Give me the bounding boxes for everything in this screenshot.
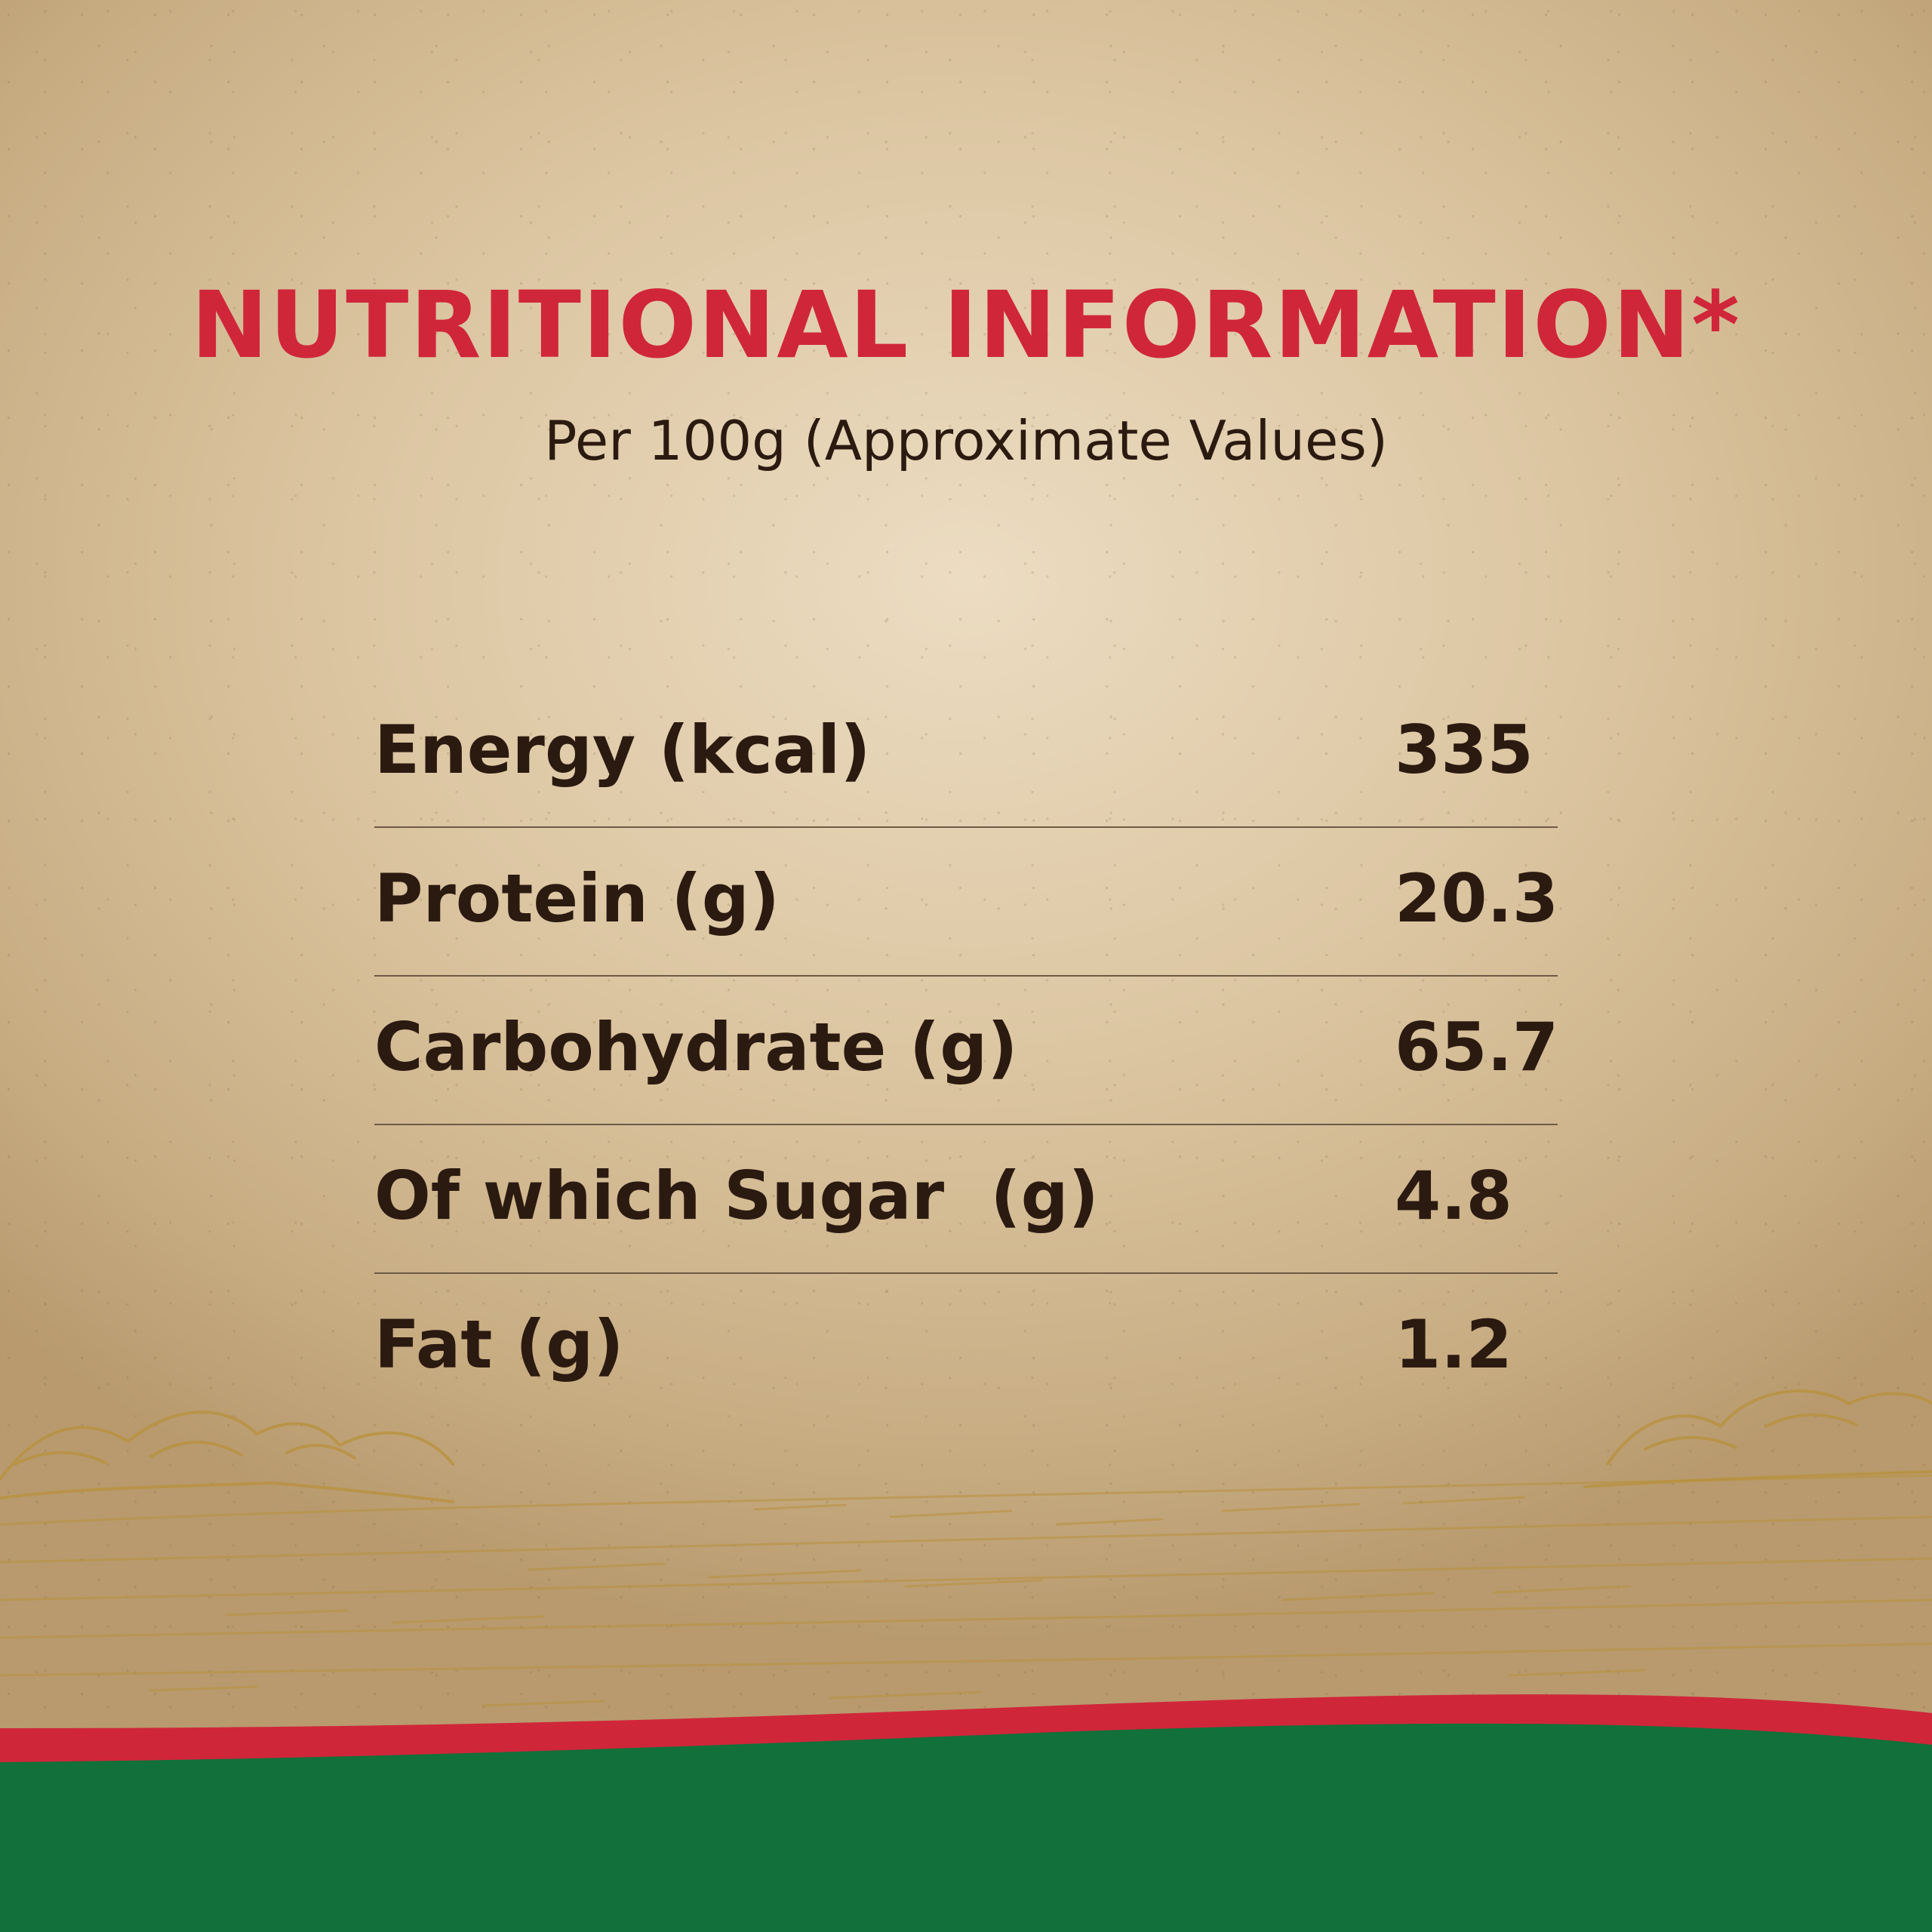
table-row: Fat (g) 1.2	[374, 1274, 1558, 1421]
field-row	[0, 1474, 1932, 1526]
field-row	[0, 1598, 1932, 1639]
wheat-field-illustration	[0, 1389, 1932, 1707]
row-label: Energy (kcal)	[374, 711, 871, 789]
row-value: 4.8	[1395, 1157, 1512, 1235]
page-subtitle: Per 100g (Approximate Values)	[544, 409, 1388, 472]
nutrition-table: Energy (kcal) 335 Protein (g) 20.3 Carbo…	[374, 679, 1558, 1421]
row-value: 20.3	[1395, 860, 1559, 937]
table-row: Energy (kcal) 335	[374, 679, 1558, 828]
row-value: 65.7	[1395, 1008, 1559, 1086]
row-value: 1.2	[1395, 1306, 1512, 1383]
row-value: 335	[1395, 711, 1534, 789]
bottom-color-band	[0, 1694, 1932, 1932]
page-title: NUTRITIONAL INFORMATION*	[191, 272, 1741, 379]
table-row: Of which Sugar (g) 4.8	[374, 1125, 1558, 1274]
green-wave	[0, 1723, 1932, 1932]
left-hill-sketch	[0, 1411, 454, 1481]
table-row: Carbohydrate (g) 65.7	[374, 977, 1558, 1125]
row-label: Of which Sugar (g)	[374, 1157, 1099, 1235]
field-row	[0, 1515, 1932, 1564]
right-hill-sketch	[1606, 1389, 1932, 1466]
row-label: Carbohydrate (g)	[374, 1008, 1018, 1086]
field-row	[0, 1557, 1932, 1601]
row-label: Fat (g)	[374, 1306, 624, 1383]
table-row: Protein (g) 20.3	[374, 828, 1558, 977]
field-row	[0, 1642, 1932, 1677]
row-label: Protein (g)	[374, 860, 780, 937]
